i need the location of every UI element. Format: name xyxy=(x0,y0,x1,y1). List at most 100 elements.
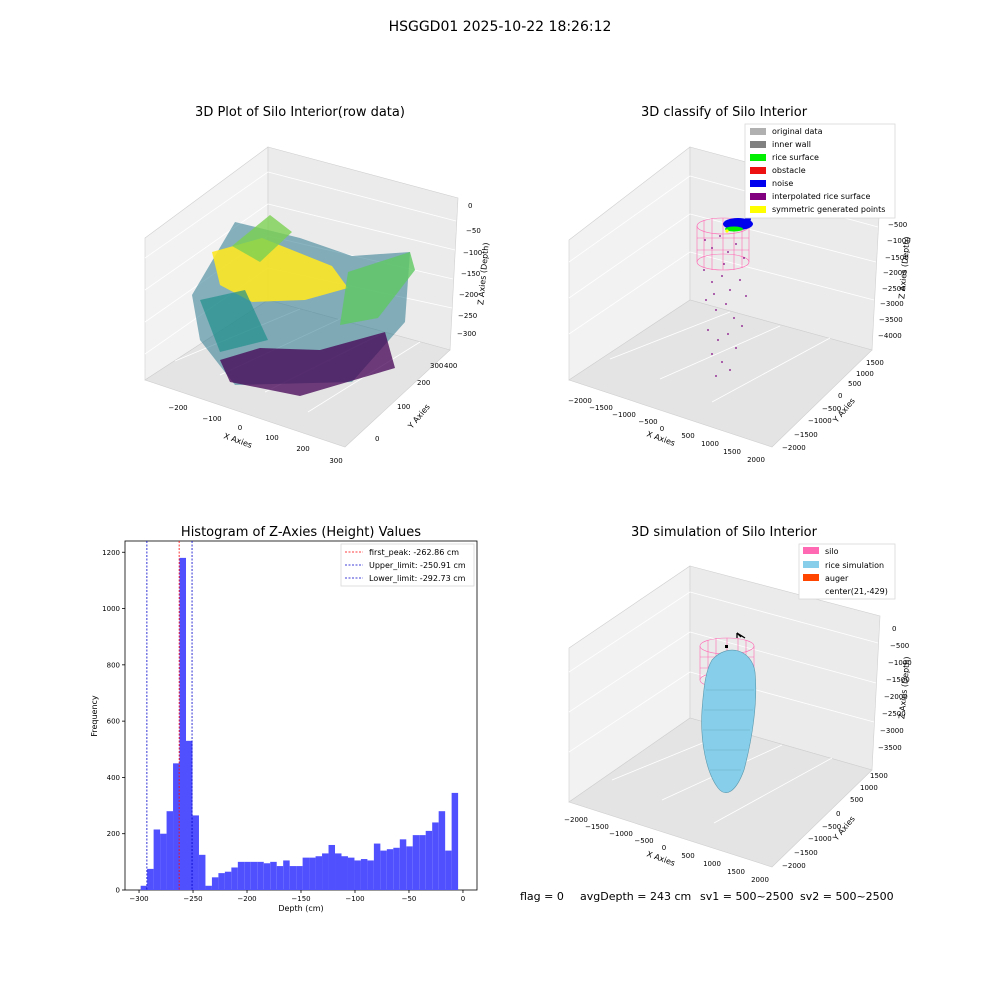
svg-text:−50: −50 xyxy=(466,227,481,235)
histogram-bar xyxy=(237,861,245,890)
svg-text:−2000: −2000 xyxy=(568,397,592,405)
svg-text:−1000: −1000 xyxy=(888,659,912,667)
svg-text:−100: −100 xyxy=(463,249,482,257)
svg-text:1500: 1500 xyxy=(727,868,745,876)
svg-text:0: 0 xyxy=(836,810,840,818)
svg-text:−500: −500 xyxy=(822,823,841,831)
svg-text:1000: 1000 xyxy=(701,440,719,448)
histogram-bar xyxy=(315,856,323,890)
histogram-bar xyxy=(263,863,271,890)
svg-text:1000: 1000 xyxy=(860,784,878,792)
svg-text:200: 200 xyxy=(417,379,430,387)
svg-text:−1500: −1500 xyxy=(589,404,613,412)
legend-swatch-silo xyxy=(803,547,819,554)
svg-text:−1000: −1000 xyxy=(609,830,633,838)
histogram-bar xyxy=(367,860,374,890)
histogram-bar xyxy=(399,839,407,890)
svg-text:−3500: −3500 xyxy=(878,744,902,752)
histogram-bar xyxy=(419,835,426,890)
panel-raw-3d-scatter xyxy=(192,215,415,396)
histogram-bar xyxy=(412,835,420,890)
histogram-bar xyxy=(283,860,290,890)
histogram-bar xyxy=(244,861,251,890)
panel-classify-3d-yticks: −2000 −1500 −1000 −500 0 500 1000 1500 xyxy=(782,359,884,452)
histogram-bar xyxy=(147,868,154,890)
legend-label-inner-wall: inner wall xyxy=(772,140,811,149)
svg-text:100: 100 xyxy=(397,403,410,411)
panel-classify-3d-xticks: −2000 −1500 −1000 −500 0 500 1000 1500 2… xyxy=(568,397,765,464)
histogram-xtick-label: −200 xyxy=(237,895,256,903)
panel-simulation-3d-legend: silo rice simulation auger center(21,-42… xyxy=(798,543,896,600)
histogram-bar xyxy=(438,811,446,890)
svg-text:−4000: −4000 xyxy=(878,332,902,340)
panel-simulation-3d-rice-texture xyxy=(703,689,754,771)
histogram-bar xyxy=(322,853,329,890)
svg-text:−100: −100 xyxy=(202,415,221,423)
legend-label-original: original data xyxy=(772,127,823,136)
svg-text:0: 0 xyxy=(375,435,379,443)
svg-text:0: 0 xyxy=(468,202,472,210)
histogram-bar xyxy=(380,850,387,890)
svg-text:500: 500 xyxy=(681,432,694,440)
histogram-bar xyxy=(257,861,264,890)
svg-text:500: 500 xyxy=(848,380,861,388)
svg-text:−1500: −1500 xyxy=(585,823,609,831)
legend-label-rice-simulation: rice simulation xyxy=(825,561,884,570)
histogram-ytick-label: 200 xyxy=(107,830,120,838)
svg-text:−1500: −1500 xyxy=(794,849,818,857)
svg-text:500: 500 xyxy=(681,852,694,860)
svg-text:−1000: −1000 xyxy=(808,835,832,843)
histogram-xtick-label: 0 xyxy=(461,895,465,903)
histogram-bar xyxy=(153,829,161,890)
svg-text:−250: −250 xyxy=(458,312,477,320)
histogram-ytick-label: 600 xyxy=(107,718,120,726)
histogram-bar xyxy=(160,833,167,890)
legend-label-first-peak: first_peak: -262.86 cm xyxy=(369,548,459,557)
svg-text:−150: −150 xyxy=(461,270,480,278)
panel-classify-3d: 3D classify of Silo Interior xyxy=(568,105,912,464)
histogram-bar xyxy=(192,815,199,890)
legend-label-symmetric: symmetric generated points xyxy=(772,205,885,214)
histogram-bar xyxy=(270,861,277,890)
histogram-bar xyxy=(276,866,284,890)
status-avg-depth: avgDepth = 243 cm xyxy=(580,890,691,903)
svg-text:1500: 1500 xyxy=(870,772,888,780)
svg-text:−300: −300 xyxy=(457,330,476,338)
histogram-bar xyxy=(140,885,148,890)
panel-classify-3d-grid xyxy=(568,175,879,403)
legend-swatch-rice-simulation xyxy=(803,561,819,568)
histogram-bar xyxy=(354,860,361,890)
legend-label-auger: auger xyxy=(825,574,849,583)
panel-simulation-3d-auger-arrow xyxy=(736,632,746,639)
histogram-bar xyxy=(224,871,232,890)
svg-text:−500: −500 xyxy=(822,405,841,413)
panel-classify-3d-legend: original data inner wall rice surface ob… xyxy=(744,123,896,219)
panel-simulation-3d-xticks: −2000 −1500 −1000 −500 0 500 1000 1500 2… xyxy=(564,816,769,884)
svg-text:−2000: −2000 xyxy=(883,269,907,277)
histogram-ytick-label: 800 xyxy=(107,661,120,669)
histogram-bar xyxy=(386,849,394,890)
panel-simulation-3d-rice-body xyxy=(701,649,757,793)
svg-text:300: 300 xyxy=(430,362,443,370)
histogram-ylabel: Frequency xyxy=(90,695,99,737)
histogram-bar xyxy=(296,866,303,890)
svg-text:300: 300 xyxy=(329,457,342,465)
svg-text:500: 500 xyxy=(850,796,863,804)
histogram-bar xyxy=(432,822,439,890)
svg-text:−500: −500 xyxy=(638,418,657,426)
histogram-xlabel: Depth (cm) xyxy=(278,904,323,913)
histogram-bar xyxy=(335,853,342,890)
svg-text:0: 0 xyxy=(660,425,664,433)
histogram-bar xyxy=(328,844,336,890)
histogram-reference-lines xyxy=(146,541,193,890)
histogram-bar xyxy=(205,885,212,890)
histogram-bar xyxy=(302,857,310,890)
histogram-xtick-label: −300 xyxy=(129,895,148,903)
svg-text:−1000: −1000 xyxy=(808,417,832,425)
histogram-ytick-label: 1200 xyxy=(102,549,120,557)
svg-text:0: 0 xyxy=(892,625,896,633)
svg-text:−2000: −2000 xyxy=(782,862,806,870)
svg-text:−3500: −3500 xyxy=(879,316,903,324)
histogram-bar xyxy=(179,557,187,890)
svg-text:−1500: −1500 xyxy=(794,431,818,439)
